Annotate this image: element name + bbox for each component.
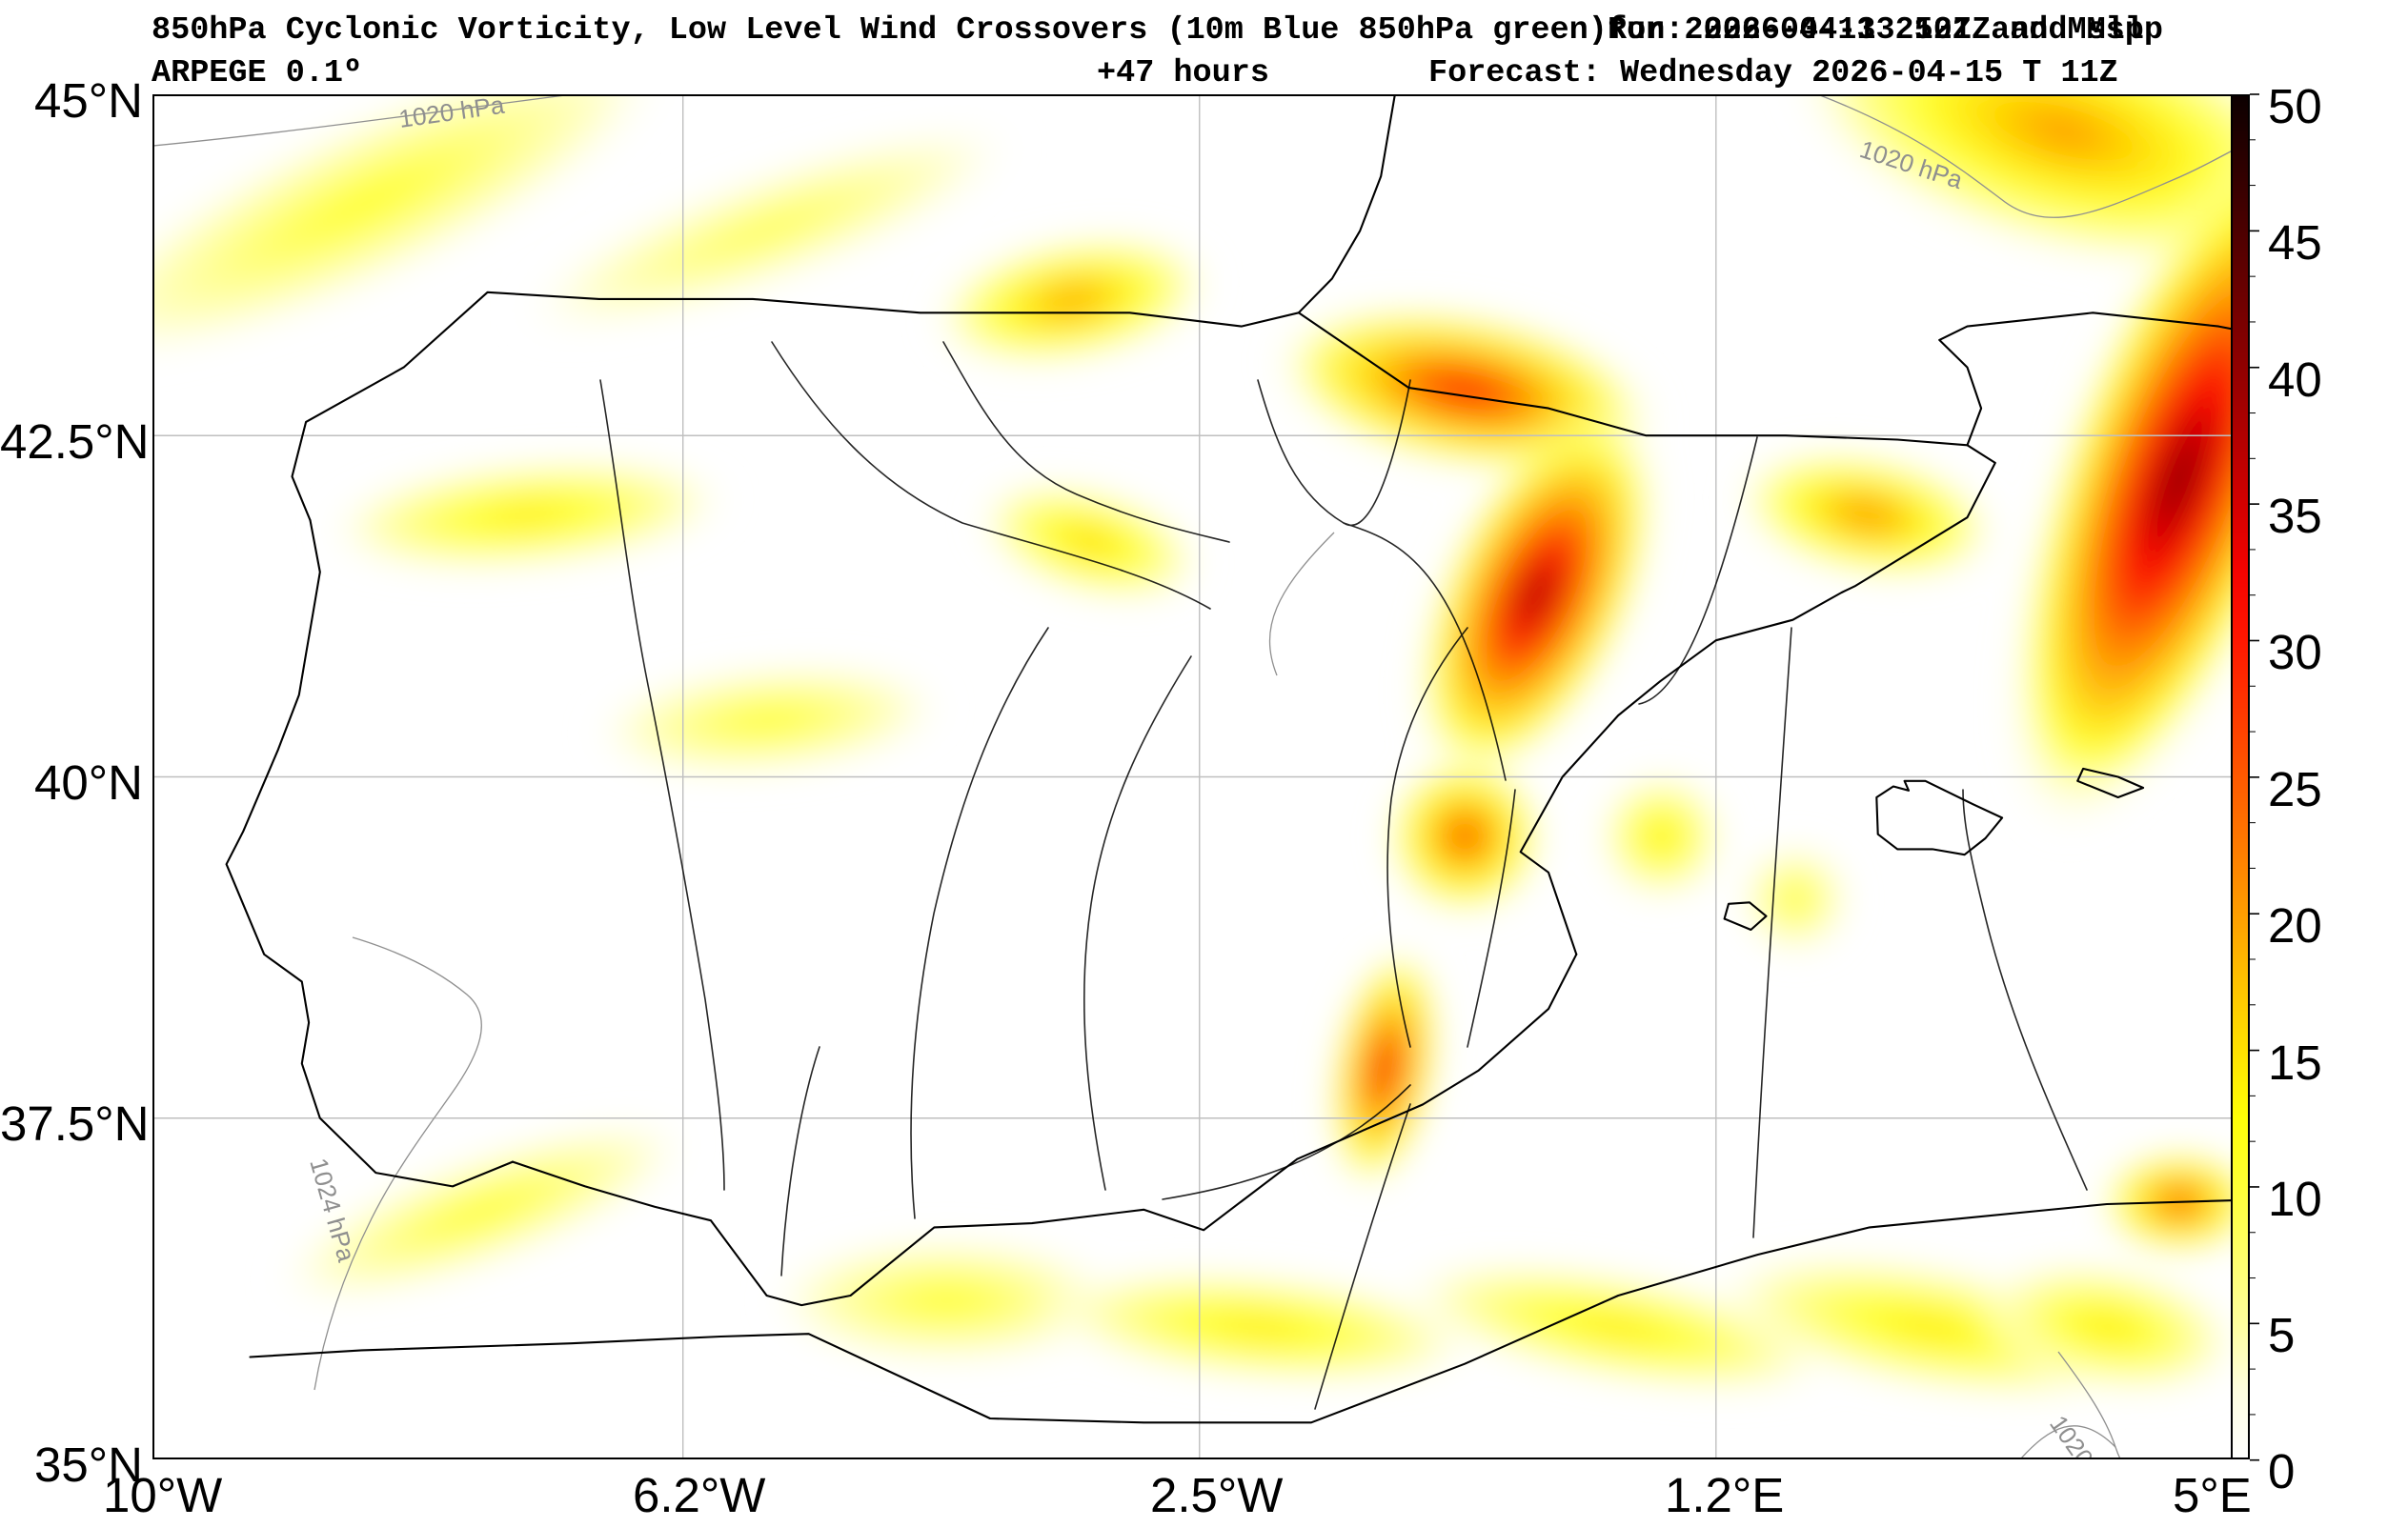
- svg-text:1020 hPa: 1020 hPa: [2044, 1410, 2129, 1459]
